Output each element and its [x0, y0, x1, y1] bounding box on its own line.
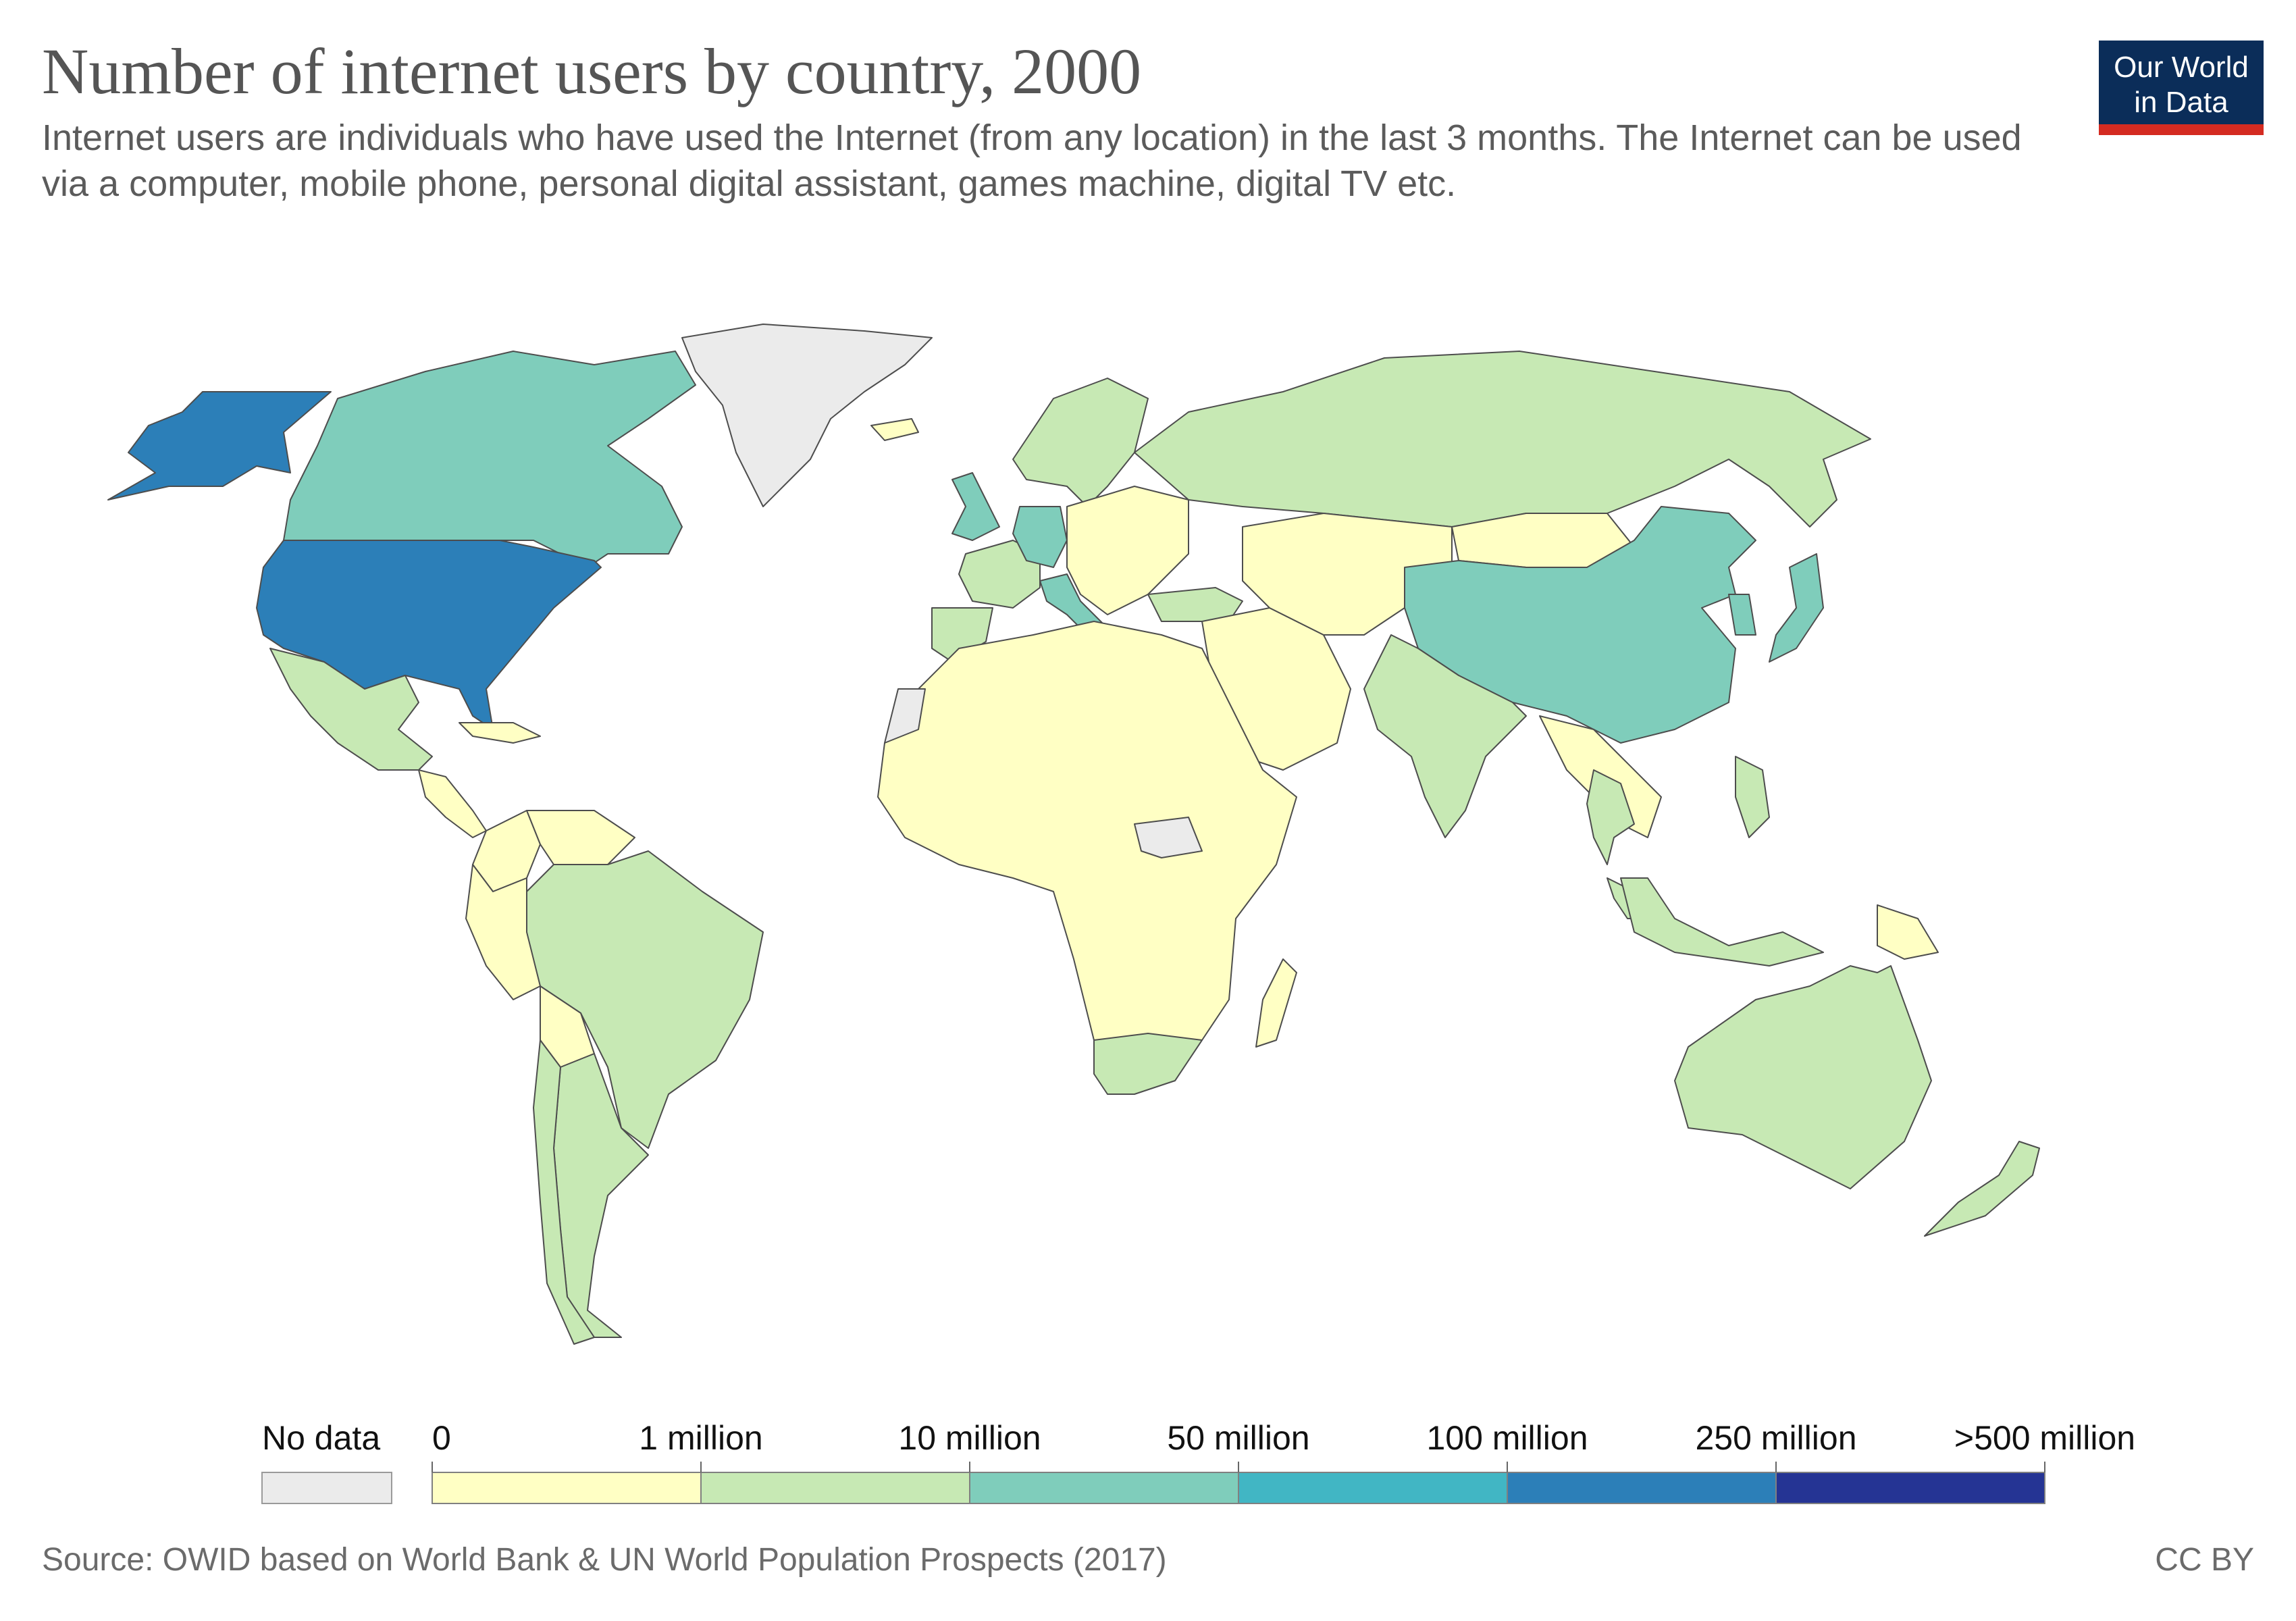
legend-no-data-swatch[interactable] — [261, 1472, 392, 1504]
region-caribbean[interactable] — [459, 722, 541, 744]
region-south-sudan[interactable] — [1134, 817, 1203, 858]
region-south-africa[interactable] — [1093, 1033, 1203, 1095]
region-iceland[interactable] — [870, 418, 919, 441]
owid-logo[interactable]: Our World in Data — [2099, 41, 2264, 135]
logo-line-1: Our World — [2114, 51, 2249, 84]
region-india[interactable] — [1363, 634, 1527, 838]
region-philippines[interactable] — [1735, 756, 1770, 838]
region-mexico[interactable] — [269, 648, 433, 771]
legend-bin-5[interactable] — [1775, 1472, 2045, 1504]
region-australia[interactable] — [1674, 965, 1932, 1189]
region-united-kingdom[interactable] — [951, 472, 1000, 541]
region-russia[interactable] — [1134, 351, 1871, 528]
legend-tick-label-2: 10 million — [898, 1419, 1041, 1457]
legend-tick-label-5: 250 million — [1695, 1419, 1856, 1457]
legend-tick-label-0: 0 — [432, 1419, 451, 1457]
region-germany[interactable] — [1012, 506, 1068, 568]
region-greenland[interactable] — [681, 324, 933, 507]
region-papua-new-guinea[interactable] — [1877, 904, 1939, 960]
legend-bin-3[interactable] — [1238, 1472, 1508, 1504]
region-chile[interactable] — [533, 1039, 595, 1345]
legend-color-bins — [432, 1472, 2045, 1504]
legend-tick-labels: 0 1 million 10 million 50 million 100 millio… — [432, 1419, 2135, 1472]
subtitle: Internet users are individuals who have … — [42, 118, 2022, 204]
region-united-states[interactable] — [256, 540, 602, 730]
legend-bin-1[interactable] — [700, 1472, 970, 1504]
region-canada[interactable] — [283, 351, 696, 568]
color-legend: No data 0 1 million 10 million 50 million 10… — [261, 1419, 2135, 1504]
region-venezuela[interactable] — [526, 810, 635, 865]
legend-bin-4[interactable] — [1507, 1472, 1777, 1504]
legend-tick-label-4: 100 million — [1426, 1419, 1588, 1457]
region-africa[interactable] — [877, 621, 1297, 1095]
region-japan[interactable] — [1769, 553, 1824, 663]
region-south-korea[interactable] — [1728, 594, 1756, 636]
region-scandinavia[interactable] — [1012, 378, 1149, 507]
region-thailand[interactable] — [1586, 769, 1635, 865]
legend-bin-0[interactable] — [432, 1472, 702, 1504]
world-map — [107, 324, 2040, 1345]
legend-no-data-label: No data — [262, 1419, 380, 1457]
region-central-asia[interactable] — [1242, 513, 1453, 636]
region-alaska[interactable] — [107, 391, 332, 500]
region-central-america[interactable] — [418, 769, 487, 838]
region-indonesia[interactable] — [1620, 877, 1824, 967]
source-note: Source: OWID based on World Bank & UN Wo… — [42, 1542, 1167, 1578]
logo-line-2: in Data — [2134, 86, 2228, 119]
legend-tick-label-3: 50 million — [1167, 1419, 1309, 1457]
region-new-zealand[interactable] — [1924, 1141, 2040, 1237]
region-western-sahara[interactable] — [884, 688, 926, 744]
legend-tick-label-6: >500 million — [1954, 1419, 2135, 1457]
page-title: Number of internet users by country, 200… — [42, 35, 1142, 107]
region-madagascar[interactable] — [1255, 958, 1297, 1048]
legend-bin-2[interactable] — [969, 1472, 1239, 1504]
legend-tick-label-1: 1 million — [639, 1419, 762, 1457]
region-turkey[interactable] — [1147, 587, 1243, 622]
license-link[interactable]: CC BY — [2155, 1542, 2254, 1578]
